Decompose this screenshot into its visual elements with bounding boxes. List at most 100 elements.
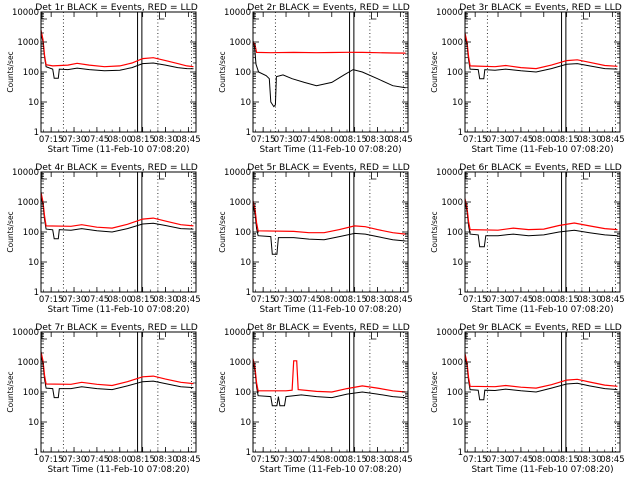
x-tick-label: 08:30 <box>577 455 602 465</box>
series-line-black <box>40 195 194 240</box>
x-tick-label: 07:15 <box>39 135 64 145</box>
x-tick-label: 08:30 <box>365 135 390 145</box>
y-tick-label: 10 <box>240 98 251 108</box>
series-line-red <box>252 358 406 393</box>
x-axis-label: Start Time (11-Feb-10 07:08:20) <box>259 465 401 475</box>
x-tick-label: 08:45 <box>176 135 201 145</box>
y-tick-label: 1000 <box>229 358 251 368</box>
x-tick-label: 08:45 <box>600 295 625 305</box>
panel-title: Det 9r BLACK = Events, RED = LLD <box>459 322 622 333</box>
panel-title: Det 7r BLACK = Events, RED = LLD <box>35 322 198 333</box>
x-tick-label: 07:45 <box>509 135 534 145</box>
x-tick-label: 08:45 <box>388 455 413 465</box>
x-tick-label: 07:45 <box>85 455 110 465</box>
x-tick-label: 07:45 <box>297 455 322 465</box>
x-tick-label: 07:15 <box>463 135 488 145</box>
x-tick-label: 08:15 <box>554 455 579 465</box>
series-line-red <box>40 29 194 68</box>
x-tick-label: 08:00 <box>320 455 345 465</box>
plot-frame <box>40 171 197 293</box>
panel-9: 1 10 100 1000 10000 07:1507:3007:4508:0008:15… <box>430 322 625 475</box>
x-tick-label: 08:15 <box>130 295 155 305</box>
y-axis-label: Counts/sec <box>6 371 15 412</box>
series-line-black <box>464 356 618 401</box>
x-axis-label: Start Time (11-Feb-10 07:08:20) <box>471 145 613 155</box>
series-line-red <box>252 41 406 54</box>
y-tick-label: 1000 <box>441 38 463 48</box>
x-tick-label: 07:15 <box>251 295 276 305</box>
x-tick-label: 07:30 <box>274 295 299 305</box>
x-tick-label: 08:15 <box>554 135 579 145</box>
y-tick-label: 1 <box>34 448 39 458</box>
panel-6: 1 10 100 1000 10000 07:1507:3007:4508:0008:15… <box>430 162 625 315</box>
y-tick-label: 100 <box>23 68 39 78</box>
panel-title: Det 8r BLACK = Events, RED = LLD <box>247 322 410 333</box>
bracket-marker-2 <box>583 172 589 180</box>
x-tick-label: 07:15 <box>39 455 64 465</box>
y-tick-label: 10000 <box>12 328 39 338</box>
x-tick-label: 07:45 <box>85 135 110 145</box>
x-tick-label: 08:45 <box>388 135 413 145</box>
x-tick-label: 07:30 <box>62 455 87 465</box>
x-tick-label: 07:15 <box>251 135 276 145</box>
y-tick-label: 10000 <box>12 168 39 178</box>
x-tick-label: 08:00 <box>320 295 345 305</box>
x-tick-label: 07:15 <box>251 455 276 465</box>
x-tick-label: 08:15 <box>130 135 155 145</box>
y-tick-label: 10000 <box>436 8 463 18</box>
y-tick-label: 1000 <box>17 358 39 368</box>
series-line-red <box>40 351 194 387</box>
panel-1: 1 10 100 1000 10000 07:1507:3007:4508:0008:15… <box>6 2 201 155</box>
y-tick-label: 100 <box>235 228 251 238</box>
x-tick-label: 08:15 <box>554 295 579 305</box>
x-tick-label: 07:45 <box>85 295 110 305</box>
panel-8: 1 10 100 1000 10000 07:1507:3007:4508:0008:15… <box>218 322 413 475</box>
y-tick-label: 10 <box>28 418 39 428</box>
panel-3: 1 10 100 1000 10000 07:1507:3007:4508:0008:15… <box>430 2 625 155</box>
x-tick-label: 07:45 <box>297 135 322 145</box>
x-axis-label: Start Time (11-Feb-10 07:08:20) <box>47 305 189 315</box>
y-tick-label: 10000 <box>224 328 251 338</box>
x-tick-label: 07:30 <box>486 135 511 145</box>
panel-title: Det 5r BLACK = Events, RED = LLD <box>247 162 410 173</box>
series-line-red <box>464 32 618 70</box>
y-tick-label: 1 <box>246 448 251 458</box>
series-line-black <box>40 32 194 79</box>
panel-title: Det 2r BLACK = Events, RED = LLD <box>247 2 410 13</box>
bracket-marker-2 <box>159 172 165 180</box>
series-line-red <box>464 198 618 231</box>
x-tick-label: 08:00 <box>108 455 133 465</box>
x-tick-label: 08:00 <box>320 135 345 145</box>
series-line-black <box>40 354 194 399</box>
plot-frame <box>464 331 621 453</box>
y-axis-label: Counts/sec <box>430 371 439 412</box>
series-line-black <box>464 201 618 248</box>
x-axis-label: Start Time (11-Feb-10 07:08:20) <box>47 145 189 155</box>
x-tick-label: 08:15 <box>342 295 367 305</box>
series-line-red <box>464 353 618 389</box>
x-tick-label: 07:30 <box>486 455 511 465</box>
x-tick-label: 08:30 <box>365 295 390 305</box>
y-tick-label: 1 <box>34 128 39 138</box>
x-tick-label: 07:30 <box>62 135 87 145</box>
x-tick-label: 07:30 <box>62 295 87 305</box>
y-tick-label: 1000 <box>441 358 463 368</box>
series-line-black <box>252 204 406 255</box>
x-tick-label: 08:00 <box>108 135 133 145</box>
x-tick-label: 08:45 <box>176 455 201 465</box>
y-axis-label: Counts/sec <box>6 51 15 92</box>
x-tick-label: 08:30 <box>153 295 178 305</box>
x-tick-label: 08:30 <box>153 135 178 145</box>
x-tick-label: 08:45 <box>600 135 625 145</box>
x-tick-label: 08:15 <box>342 455 367 465</box>
y-axis-label: Counts/sec <box>218 51 227 92</box>
y-tick-label: 10 <box>452 98 463 108</box>
y-tick-label: 1 <box>458 288 463 298</box>
plot-frame <box>40 331 197 453</box>
y-tick-label: 10000 <box>224 8 251 18</box>
y-tick-label: 100 <box>447 68 463 78</box>
y-axis-label: Counts/sec <box>6 211 15 252</box>
panel-2: 1 10 100 1000 10000 07:1507:3007:4508:0008:15… <box>218 2 413 155</box>
y-tick-label: 1 <box>246 288 251 298</box>
y-tick-label: 10 <box>28 258 39 268</box>
